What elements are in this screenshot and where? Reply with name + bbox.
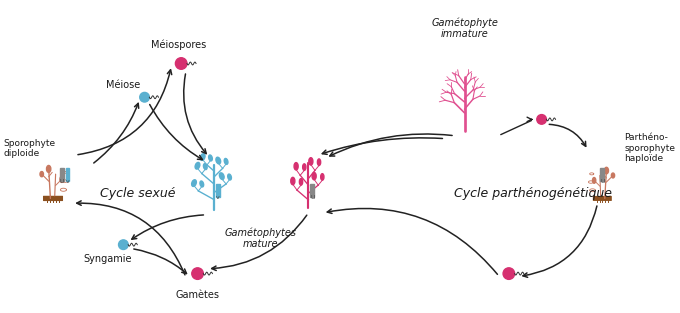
Text: v: v	[65, 179, 69, 184]
Ellipse shape	[216, 157, 220, 164]
FancyBboxPatch shape	[43, 196, 63, 201]
Ellipse shape	[203, 164, 207, 170]
Text: v: v	[216, 195, 220, 200]
Text: U: U	[600, 179, 605, 184]
Ellipse shape	[46, 166, 51, 172]
Circle shape	[118, 240, 128, 249]
Ellipse shape	[60, 176, 63, 182]
Text: U: U	[59, 179, 64, 184]
Bar	[60, 167, 64, 181]
Bar	[600, 167, 605, 181]
Text: Gamétophyte
immature: Gamétophyte immature	[431, 17, 498, 39]
Ellipse shape	[195, 162, 200, 169]
Ellipse shape	[592, 177, 596, 183]
Circle shape	[537, 115, 547, 124]
Bar	[216, 184, 220, 198]
Ellipse shape	[318, 159, 321, 166]
Ellipse shape	[611, 173, 615, 178]
Bar	[65, 167, 69, 181]
Circle shape	[503, 268, 515, 280]
Ellipse shape	[200, 181, 203, 187]
Text: Méiospores: Méiospores	[151, 39, 206, 50]
Text: Cycle parthénogénétique: Cycle parthénogénétique	[454, 187, 612, 200]
Text: Cycle sexué: Cycle sexué	[100, 187, 175, 200]
Text: Syngamie: Syngamie	[84, 254, 132, 264]
Ellipse shape	[192, 180, 197, 187]
Text: Parthéno-
sporophyte
haploïde: Parthéno- sporophyte haploïde	[624, 133, 675, 163]
Ellipse shape	[294, 162, 298, 170]
Text: Sporophyte
diploide: Sporophyte diploide	[4, 139, 56, 158]
Ellipse shape	[228, 174, 231, 180]
Text: Gamètes: Gamètes	[175, 290, 220, 300]
Circle shape	[175, 58, 187, 69]
Ellipse shape	[299, 179, 303, 185]
Ellipse shape	[605, 167, 609, 174]
Ellipse shape	[209, 155, 212, 161]
FancyBboxPatch shape	[593, 196, 612, 201]
Ellipse shape	[303, 164, 306, 170]
Ellipse shape	[220, 173, 224, 179]
Ellipse shape	[321, 174, 324, 180]
Bar	[310, 184, 314, 198]
Circle shape	[192, 268, 203, 280]
Text: Méiose: Méiose	[106, 80, 141, 90]
Circle shape	[140, 92, 150, 102]
Text: U: U	[310, 195, 315, 200]
Ellipse shape	[40, 172, 44, 177]
Text: Gamétophytes
mature: Gamétophytes mature	[224, 227, 296, 249]
Ellipse shape	[291, 177, 295, 185]
Ellipse shape	[309, 158, 313, 165]
Ellipse shape	[224, 158, 228, 164]
Ellipse shape	[201, 154, 205, 161]
Ellipse shape	[312, 172, 316, 180]
